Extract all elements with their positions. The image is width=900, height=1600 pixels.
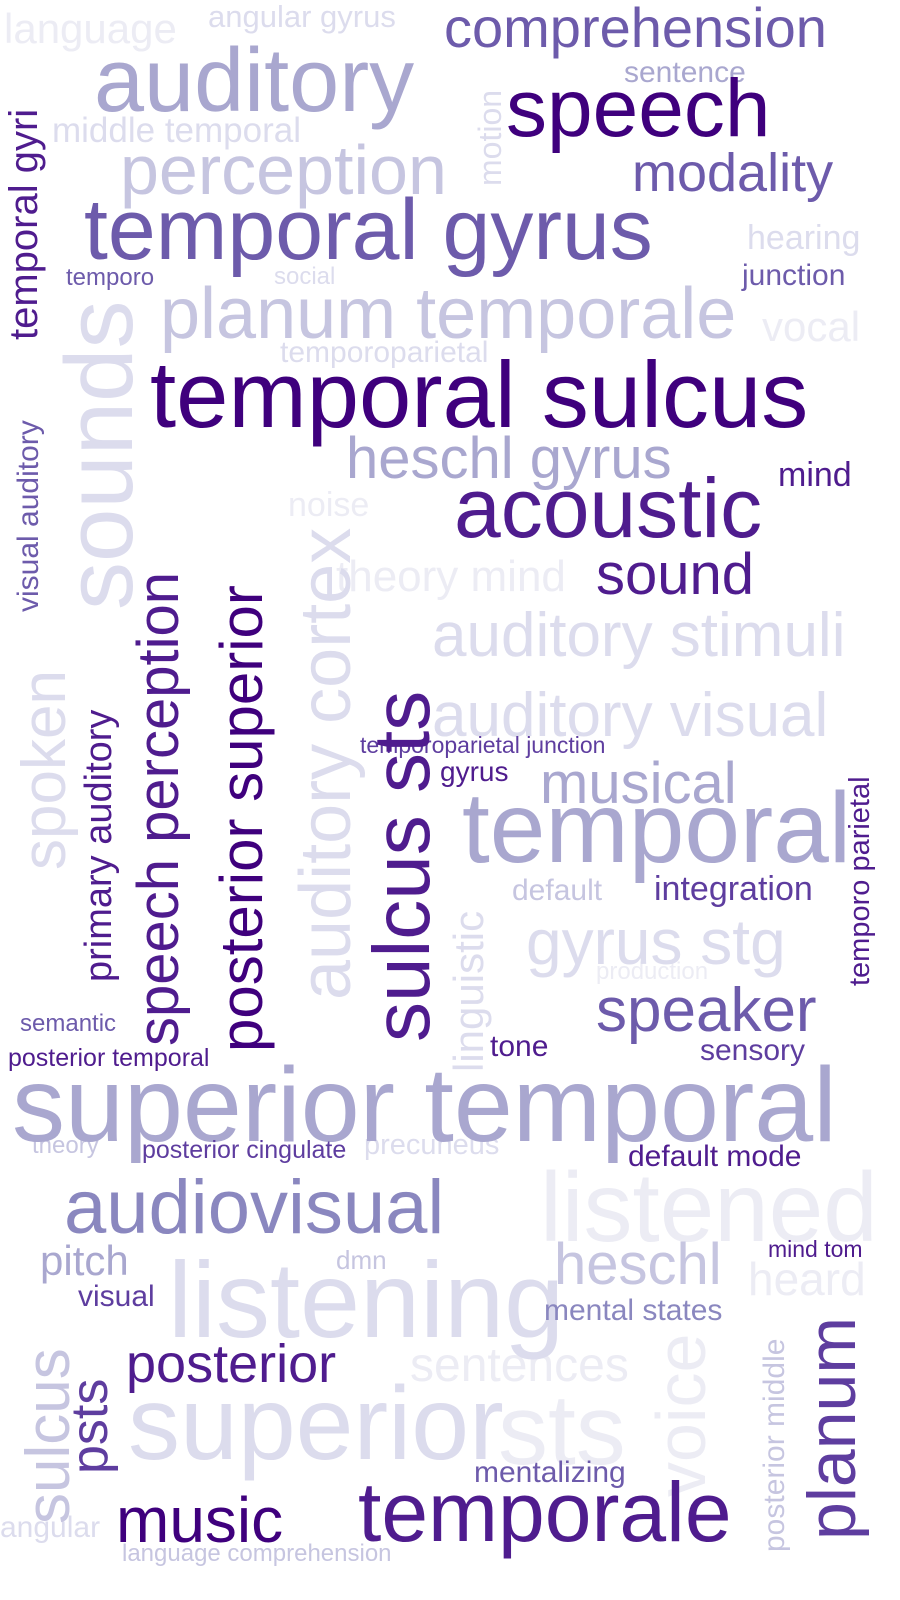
word-music: music [116,1484,284,1556]
word-sensory: sensory [700,1034,806,1067]
word-mentalizing: mentalizing [474,1456,626,1489]
word-visual: visual [78,1280,155,1313]
word-temporale: temporale [358,1465,732,1559]
word-listened: listened [540,1152,878,1262]
word-social: social [274,263,336,290]
word-acoustic: acoustic [454,461,763,555]
word-musical: musical [540,751,737,816]
word-language: language [4,5,177,52]
word-theory: theory [32,1132,99,1159]
word-temporoparietal-junction: temporoparietal junction [360,732,606,758]
word-middle-temporal: middle temporal [52,111,301,150]
word-gyrus-stg: gyrus stg [526,906,786,978]
word-vocal: vocal [762,303,861,350]
word-sound: sound [596,542,755,607]
word-temporal-gyrus: temporal gyrus [84,182,653,278]
word-sentence: sentence [624,56,746,89]
word-speech: speech [506,63,771,154]
word-comprehension: comprehension [444,0,827,59]
word-heschl: heschl [554,1232,722,1297]
word-theory-mind: theory mind [336,552,566,601]
word-hearing: hearing [747,219,861,257]
word-pitch: pitch [40,1237,129,1284]
word-temporal: temporal [462,772,852,884]
word-audiovisual: audiovisual [64,1165,445,1250]
word-angular: angular [0,1511,101,1544]
word-tone: tone [490,1030,549,1063]
word-mental-states: mental states [544,1294,723,1327]
word-auditory-visual: auditory visual [432,681,829,750]
word-sts: sts [498,1374,626,1486]
word-default-mode: default mode [628,1140,802,1173]
word-language-comprehension: language comprehension [122,1540,392,1567]
word-mind-tom: mind tom [768,1236,863,1262]
word-listening: listening [168,1239,565,1360]
word-auditory-stimuli: auditory stimuli [432,601,846,670]
word-posterior: posterior [126,1334,337,1394]
word-noise: noise [288,486,370,524]
word-posterior-cingulate: posterior cingulate [142,1136,347,1164]
word-default: default [512,874,603,907]
word-dmn: dmn [336,1245,387,1275]
word-production: production [596,958,709,985]
word-angular-gyrus: angular gyrus [208,0,396,34]
word-superior-temporal: superior temporal [12,1046,837,1164]
word-speaker: speaker [596,976,817,1045]
word-temporoparietal: temporoparietal [280,336,489,369]
word-planum-temporale: planum temporale [160,274,737,354]
word-temporal-sulcus: temporal sulcus [150,342,809,447]
word-superior: superior [128,1366,504,1482]
word-modality: modality [632,143,834,203]
word-gyrus: gyrus [440,756,509,787]
word-sentences: sentences [410,1339,629,1392]
word-mind: mind [778,456,852,494]
word-heschl-gyrus: heschl gyrus [346,426,672,491]
word-semantic: semantic [20,1010,117,1037]
word-integration: integration [654,870,813,908]
word-precuneus: precuneus [364,1129,500,1161]
word-junction: junction [742,259,846,292]
word-auditory: auditory [94,31,415,131]
word-heard: heard [748,1253,866,1305]
word-posterior-temporal: posterior temporal [8,1044,210,1072]
word-temporo: temporo [66,264,155,291]
word-perception: perception [120,131,447,209]
